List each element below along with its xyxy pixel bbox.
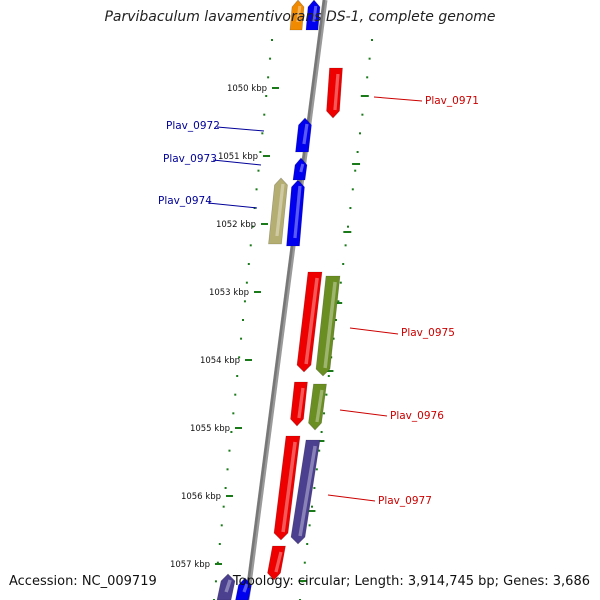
feature-blue-0972 bbox=[295, 117, 312, 153]
feature-slate-0977 bbox=[290, 439, 321, 545]
map-title: Parvibaculum lavamentivorans DS-1, compl… bbox=[104, 9, 496, 25]
gene-label-leader bbox=[349, 327, 399, 335]
feature-blue-0973-highlight bbox=[299, 163, 305, 173]
feature-orange-top-highlight bbox=[296, 5, 302, 23]
gene-label[interactable]: Plav_0974 bbox=[158, 195, 212, 207]
feature-blue-top bbox=[305, 0, 321, 31]
feature-blue-0972-highlight bbox=[302, 123, 309, 145]
feature-khaki-0974-highlight bbox=[275, 183, 285, 237]
feature-blue-0973 bbox=[292, 157, 308, 181]
gene-label-leader bbox=[373, 96, 423, 102]
feature-olive-0976-highlight bbox=[315, 389, 324, 423]
scale-tick-label: 1053 kbp bbox=[209, 288, 249, 298]
feature-olive-0976 bbox=[308, 383, 327, 431]
scale-tick-label: 1051 kbp bbox=[218, 152, 258, 162]
scale-tick-label: 1057 kbp bbox=[170, 560, 210, 570]
feature-red-0975-highlight bbox=[304, 277, 319, 365]
gene-label[interactable]: Plav_0972 bbox=[166, 120, 220, 132]
feature-red-0976 bbox=[290, 381, 308, 427]
scale-tick-label: 1055 kbp bbox=[190, 424, 230, 434]
feature-blue-bottom bbox=[235, 577, 252, 600]
feature-red-0971-highlight bbox=[333, 73, 340, 111]
feature-blue-0974 bbox=[286, 179, 305, 247]
gene-label-leader bbox=[216, 126, 265, 132]
backbone-line bbox=[244, 0, 326, 600]
feature-red-0971 bbox=[326, 67, 343, 119]
gene-label-leader bbox=[212, 159, 262, 166]
feature-slate-bottom bbox=[216, 573, 236, 600]
feature-olive-0975-highlight bbox=[323, 281, 337, 369]
feature-khaki-0974 bbox=[268, 177, 288, 245]
feature-blue-bottom-highlight bbox=[242, 583, 249, 593]
feature-red-0977-highlight bbox=[281, 441, 297, 533]
accession-text: Accession: NC_009719 bbox=[9, 574, 157, 589]
feature-blue-top-highlight bbox=[312, 5, 318, 23]
feature-orange-top bbox=[289, 0, 305, 31]
feature-red-bottom-highlight bbox=[274, 551, 283, 573]
gene-label[interactable]: Plav_0977 bbox=[378, 495, 432, 507]
feature-olive-0975 bbox=[315, 275, 341, 377]
feature-slate-bottom-highlight bbox=[224, 579, 232, 593]
feature-red-0976-highlight bbox=[297, 387, 305, 419]
gene-label-leader bbox=[339, 409, 388, 417]
feature-red-0977 bbox=[273, 435, 301, 541]
gene-label[interactable]: Plav_0975 bbox=[401, 327, 455, 339]
gene-label-leader bbox=[327, 494, 376, 502]
gene-label[interactable]: Plav_0973 bbox=[163, 153, 217, 165]
feature-slate-0977-highlight bbox=[298, 445, 317, 537]
scale-tick-label: 1056 kbp bbox=[181, 492, 221, 502]
feature-red-bottom bbox=[267, 545, 286, 581]
scale-tick-label: 1050 kbp bbox=[227, 84, 267, 94]
feature-red-0975 bbox=[296, 271, 323, 373]
scale-tick-label: 1052 kbp bbox=[216, 220, 256, 230]
gene-label[interactable]: Plav_0976 bbox=[390, 410, 444, 422]
genome-summary-text: Topology: circular; Length: 3,914,745 bp… bbox=[232, 574, 590, 589]
scale-tick-label: 1054 kbp bbox=[200, 356, 240, 366]
feature-blue-0974-highlight bbox=[293, 185, 302, 239]
gene-label-leader bbox=[207, 202, 258, 209]
gene-label[interactable]: Plav_0971 bbox=[425, 95, 479, 107]
